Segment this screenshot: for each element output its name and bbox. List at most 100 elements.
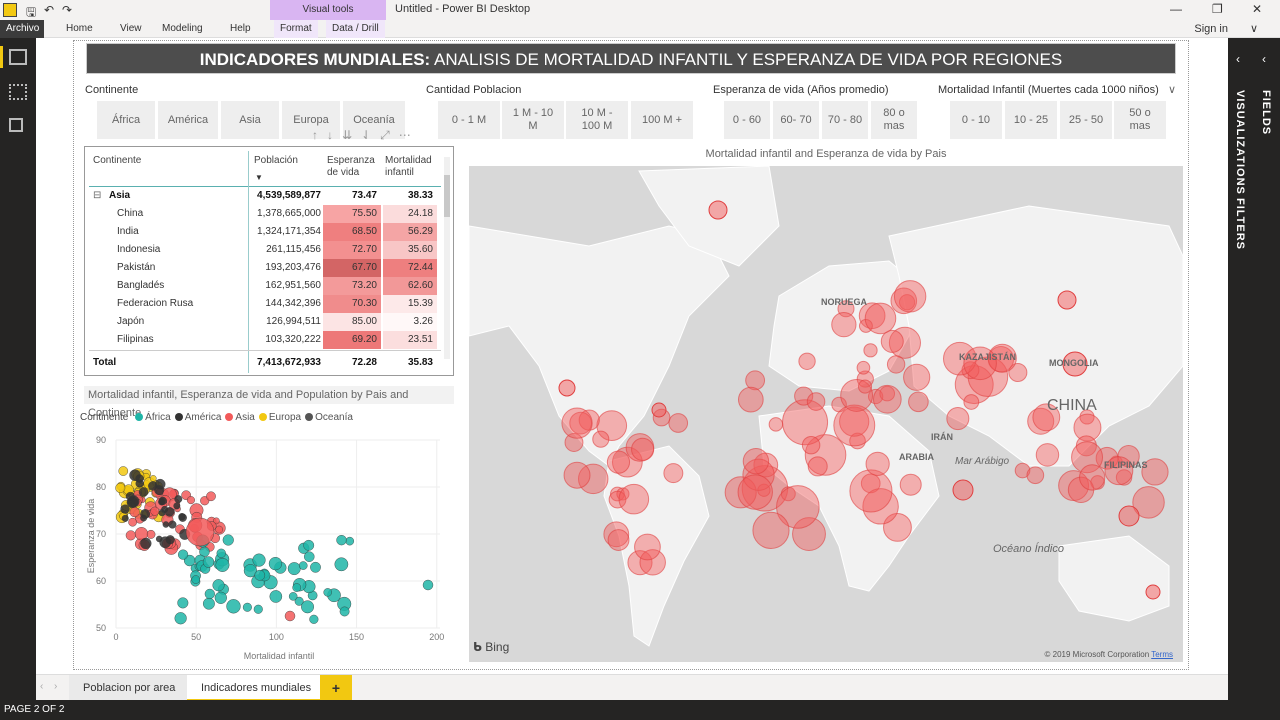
legend-item[interactable]: Europa (258, 412, 301, 423)
slicer-option-america[interactable]: América (158, 101, 218, 139)
minimize-button[interactable]: — (1170, 2, 1182, 16)
scatter-visual[interactable]: Mortalidad infantil, Esperanza de vida a… (80, 386, 456, 666)
slicer-option-africa[interactable]: África (97, 101, 155, 139)
undo-icon[interactable]: ↶ (44, 3, 55, 17)
table-row[interactable]: Pakistán 193,203,476 67.70 72.44 (89, 259, 441, 277)
tab-data-drill[interactable]: Data / Drill (326, 20, 385, 38)
map-copyright: © 2019 Microsoft Corporation Terms (1045, 650, 1173, 659)
map-bubble (1073, 413, 1102, 442)
slicer-option-pop-1-10m[interactable]: 1 M - 10 M (502, 101, 564, 139)
save-icon[interactable]: 🖫 (26, 5, 37, 19)
report-banner: INDICADORES MUNDIALES: ANALISIS DE MORTA… (86, 43, 1176, 74)
slicer-option-asia[interactable]: Asia (221, 101, 279, 139)
add-page-button[interactable]: + (320, 675, 352, 701)
tab-view[interactable]: View (120, 23, 142, 34)
header-poblacion[interactable]: Población (254, 155, 298, 166)
table-scrollbar-thumb[interactable] (444, 175, 450, 217)
chevron-left-icon[interactable]: ‹ (1236, 52, 1240, 66)
x-tick-label: 100 (269, 632, 284, 642)
slicer-option-pop-0-1m[interactable]: 0 - 1 M (438, 101, 500, 139)
sign-in-link[interactable]: Sign in (1194, 23, 1228, 35)
tab-format[interactable]: Format (274, 20, 318, 38)
landmass-asia (888, 205, 1183, 467)
restore-button[interactable]: ❐ (1212, 2, 1223, 16)
row-esperanza: 73.20 (323, 277, 381, 295)
slicer-option-mort-25-50[interactable]: 25 - 50 (1060, 101, 1112, 139)
row-esperanza: 75.50 (323, 205, 381, 223)
redo-icon[interactable]: ↷ (62, 3, 73, 17)
model-view-icon[interactable] (9, 118, 23, 132)
filters-pane-tab[interactable]: FILTERS (1234, 198, 1246, 251)
report-view-icon[interactable] (9, 49, 27, 65)
x-tick-label: 0 (113, 632, 118, 642)
table-row[interactable]: China 1,378,665,000 75.50 24.18 (89, 205, 441, 223)
legend-item[interactable]: América (174, 412, 221, 423)
prev-page-icon[interactable]: ‹ (40, 681, 44, 692)
slicer-option-mort-0-10[interactable]: 0 - 10 (950, 101, 1002, 139)
header-mortalidad[interactable]: Mortalidad infantil (385, 155, 432, 178)
slicer-option-pop-100m-plus[interactable]: 100 M + (631, 101, 693, 139)
expand-next-icon[interactable]: ⇃ (361, 128, 381, 142)
scatter-plot[interactable]: 0 50 100 150 200 90 80 70 60 50 Esperanza de vida… (80, 430, 456, 666)
fields-pane-tab[interactable]: FIELDS (1260, 90, 1272, 136)
page-tab-poblacion-por-area[interactable]: Poblacion por area (69, 675, 190, 701)
legend-item[interactable]: Asia (225, 412, 255, 423)
more-options-icon[interactable]: ⋯ (398, 128, 420, 142)
bing-text: Bing (485, 640, 510, 654)
table-row[interactable]: Filipinas 103,320,222 69.20 23.51 (89, 331, 441, 349)
table-row[interactable]: Bangladés 162,951,560 73.20 62.60 (89, 277, 441, 295)
tab-modeling[interactable]: Modeling (162, 23, 203, 34)
table-scrollbar[interactable] (444, 157, 450, 359)
map-visual[interactable]: Mortalidad infantil and Esperanza de vid… (463, 146, 1189, 666)
map-svg[interactable]: NORUEGA KAZAJISTÁN MONGOLIA ARABIA IRÁN … (469, 166, 1183, 662)
table-group-row[interactable]: ⊟ Asia 4,539,589,877 73.47 38.33 (89, 187, 441, 205)
tab-archivo[interactable]: Archivo (0, 20, 44, 38)
focus-mode-icon[interactable]: ⤢ (380, 128, 399, 142)
slicer-option-esp-80-plus[interactable]: 80 o mas (871, 101, 917, 139)
scatter-point (202, 556, 215, 568)
collapse-ribbon-icon[interactable]: ∨ (1249, 23, 1258, 35)
scatter-point (216, 548, 226, 558)
legend-item[interactable]: África (135, 412, 171, 423)
next-page-icon[interactable]: › (54, 681, 58, 692)
terms-link[interactable]: Terms (1151, 650, 1173, 659)
row-mortalidad: 35.60 (383, 241, 437, 259)
slicer-option-mort-10-25[interactable]: 10 - 25 (1005, 101, 1057, 139)
slicer-option-esp-60-70[interactable]: 60- 70 (773, 101, 819, 139)
slicer-option-mort-50-plus[interactable]: 50 o mas (1114, 101, 1166, 139)
chevron-left-icon[interactable]: ‹ (1262, 52, 1266, 66)
table-row[interactable]: Federacion Rusa 144,342,396 70.30 15.39 (89, 295, 441, 313)
map-label-arabia: ARABIA (899, 452, 934, 462)
visualizations-pane-tab[interactable]: VISUALIZATIONS (1234, 90, 1246, 195)
slicer-option-esp-70-80[interactable]: 70 - 80 (822, 101, 868, 139)
tab-help[interactable]: Help (230, 23, 251, 34)
bubble-map[interactable]: NORUEGA KAZAJISTÁN MONGOLIA ARABIA IRÁN … (469, 166, 1183, 662)
page-tab-indicadores-mundiales[interactable]: Indicadores mundiales (187, 675, 326, 701)
scatter-point (202, 597, 215, 610)
landmass-greenland (638, 166, 780, 267)
map-bubble (1109, 455, 1123, 469)
legend-item[interactable]: Oceanía (305, 412, 353, 423)
table-row[interactable]: India 1,324,171,354 68.50 56.29 (89, 223, 441, 241)
data-view-icon[interactable] (9, 84, 27, 100)
matrix-table[interactable]: Continente Población ▼ Esperanza de vida… (84, 146, 454, 376)
drill-up-icon[interactable]: ↑ (312, 128, 327, 142)
collapse-icon[interactable]: ⊟ (93, 190, 102, 201)
expand-all-icon[interactable]: ⇊ (342, 128, 362, 142)
header-continente[interactable]: Continente (93, 155, 142, 166)
close-button[interactable]: ✕ (1252, 2, 1263, 16)
row-poblacion: 261,115,456 (266, 244, 321, 255)
chevron-down-icon[interactable]: ∨ (1168, 84, 1177, 96)
landmass-australia (1058, 535, 1170, 622)
slicer-option-europa[interactable]: Europa (282, 101, 340, 139)
table-row[interactable]: Japón 126,994,511 85.00 3.26 (89, 313, 441, 331)
slicer-option-pop-10-100m[interactable]: 10 M - 100 M (566, 101, 628, 139)
map-bubble (872, 384, 902, 414)
tab-home[interactable]: Home (66, 23, 93, 34)
slicer-option-oceania[interactable]: Oceanía (343, 101, 405, 139)
slicer-esperanza-title: Esperanza de vida (Años promedio) (713, 84, 889, 96)
table-row[interactable]: Indonesia 261,115,456 72.70 35.60 (89, 241, 441, 259)
drill-down-icon[interactable]: ↓ (327, 128, 342, 142)
header-esperanza[interactable]: Esperanza de vida (327, 155, 375, 178)
slicer-option-esp-0-60[interactable]: 0 - 60 (724, 101, 770, 139)
